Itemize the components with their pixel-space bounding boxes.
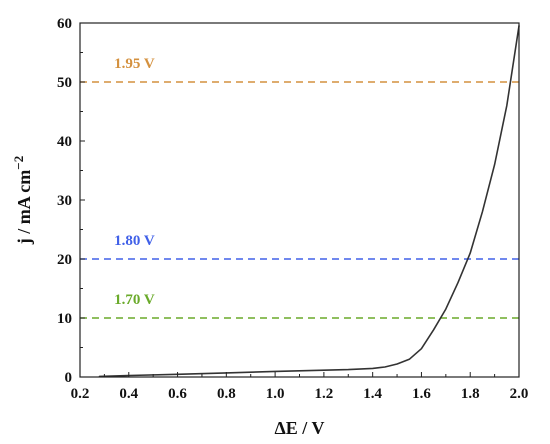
x-axis-label: ΔE / V [275, 418, 325, 438]
y-axis-label-main: j / mA cm [14, 170, 34, 245]
plot-frame [79, 22, 520, 378]
reference-label-1: 1.80 V [114, 233, 155, 249]
series-layer [98, 25, 520, 378]
y-tick-label: 50 [57, 75, 72, 91]
y-axis: 0 10 20 30 40 50 60 [57, 16, 85, 386]
reference-lines [80, 81, 519, 319]
x-tick-label: 1.8 [461, 386, 480, 402]
reference-label-0: 1.95 V [114, 56, 155, 72]
x-tick-label: 1.6 [412, 386, 431, 402]
x-tick-label: 2.0 [510, 386, 529, 402]
x-tick-label: 0.2 [71, 386, 90, 402]
reference-labels: 1.95 V 1.80 V 1.70 V [114, 56, 155, 308]
x-tick-label: 1.2 [315, 386, 334, 402]
series-line-0 [98, 25, 520, 378]
y-tick-label: 60 [57, 16, 72, 32]
y-axis-label-superscript: −2 [11, 156, 26, 170]
x-tick-label: 0.8 [217, 386, 236, 402]
y-tick-label: 30 [57, 193, 72, 209]
y-tick-label: 40 [57, 134, 72, 150]
y-tick-label: 10 [57, 311, 72, 327]
x-tick-label: 0.4 [119, 386, 138, 402]
x-axis: 0.2 0.4 0.6 0.8 1.0 1.2 1.4 1.6 1.8 2.0 [71, 372, 529, 402]
x-tick-label: 1.4 [363, 386, 382, 402]
y-tick-label: 0 [65, 370, 73, 386]
y-axis-label: j / mA cm−2 [11, 156, 34, 245]
x-tick-label: 1.0 [266, 386, 285, 402]
y-tick-label: 20 [57, 252, 72, 268]
reference-label-2: 1.70 V [114, 292, 155, 308]
x-tick-label: 0.6 [168, 386, 187, 402]
